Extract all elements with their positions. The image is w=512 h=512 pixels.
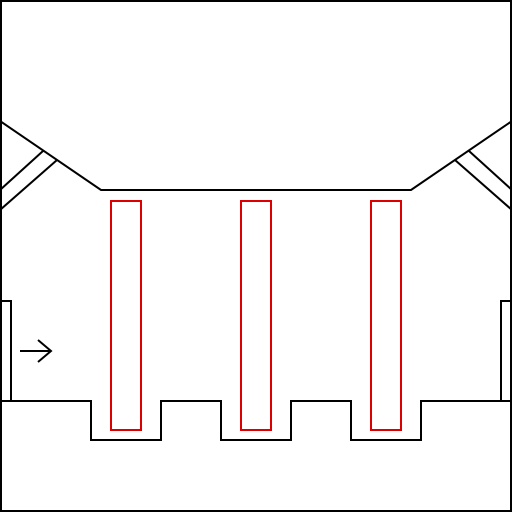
left-door-frame [0,300,12,400]
ceiling-outline [0,120,512,191]
right-vent [454,150,512,211]
right-door-frame [500,300,512,400]
zone-left [110,200,142,431]
arrow-right-icon [20,339,53,363]
zone-right [370,200,402,431]
zone-center [240,200,272,431]
floor-outline [0,400,512,441]
left-vent [0,150,58,211]
